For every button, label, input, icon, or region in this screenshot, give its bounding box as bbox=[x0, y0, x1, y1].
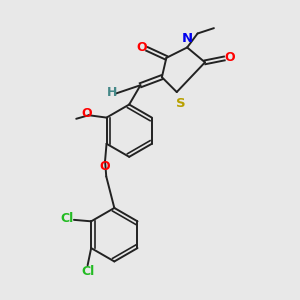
Text: H: H bbox=[107, 86, 117, 99]
Text: N: N bbox=[182, 32, 193, 45]
Text: Cl: Cl bbox=[61, 212, 74, 225]
Text: O: O bbox=[224, 51, 235, 64]
Text: O: O bbox=[81, 107, 92, 120]
Text: S: S bbox=[176, 98, 185, 110]
Text: O: O bbox=[100, 160, 110, 173]
Text: Cl: Cl bbox=[82, 265, 95, 278]
Text: O: O bbox=[136, 41, 147, 54]
